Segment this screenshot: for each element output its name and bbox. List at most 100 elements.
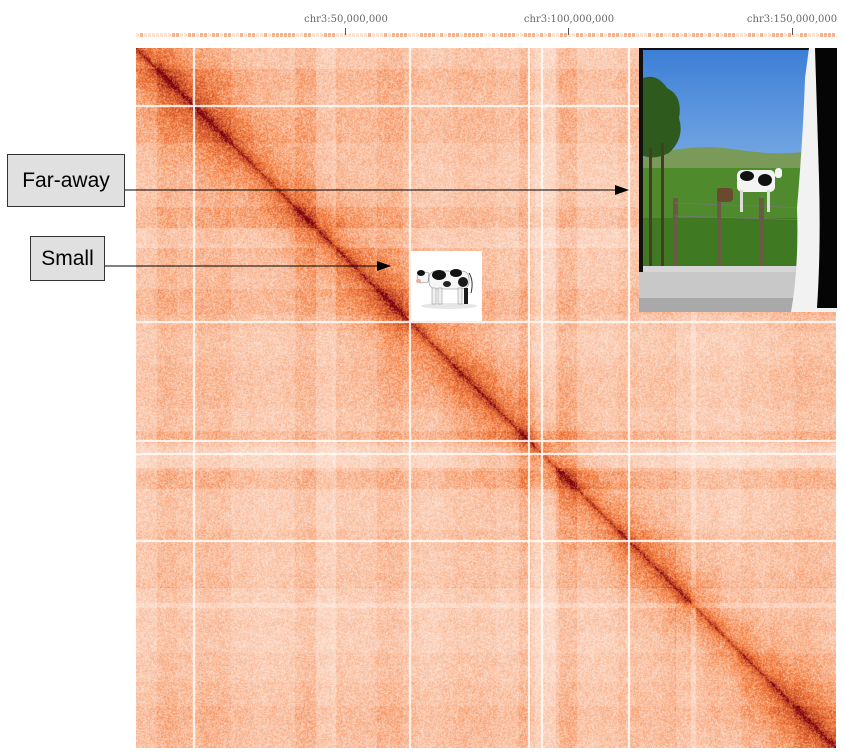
coverage-strip-segment — [356, 33, 359, 37]
coverage-strip-segment — [196, 33, 199, 37]
coverage-strip-segment — [652, 33, 655, 37]
coverage-strip-segment — [604, 33, 607, 37]
coverage-strip-segment — [540, 33, 543, 37]
coverage-strip-segment — [724, 33, 727, 37]
coverage-strip-segment — [192, 33, 195, 37]
coverage-strip-segment — [468, 33, 471, 37]
coverage-strip-segment — [444, 33, 447, 37]
coverage-strip-segment — [764, 33, 767, 37]
tick-label-100mb: chr3:100,000,000 — [523, 14, 615, 25]
coverage-strip-segment — [296, 33, 299, 37]
coverage-strip-segment — [404, 33, 407, 37]
coverage-strip-segment — [820, 33, 823, 37]
coverage-strip-segment — [740, 33, 743, 37]
coverage-strip-segment — [364, 33, 367, 37]
coverage-strip-segment — [344, 33, 347, 37]
coverage-strip-segment — [508, 33, 511, 37]
coverage-strip-segment — [708, 33, 711, 37]
coverage-strip-segment — [808, 33, 811, 37]
coverage-strip-segment — [220, 33, 223, 37]
coverage-strip-segment — [396, 33, 399, 37]
coverage-strip-segment — [144, 33, 147, 37]
coverage-strip-segment — [424, 33, 427, 37]
coverage-strip-segment — [720, 33, 723, 37]
coverage-strip-segment — [624, 33, 627, 37]
coverage-strip-segment — [448, 33, 451, 37]
coverage-strip-segment — [812, 33, 815, 37]
coverage-strip-segment — [680, 33, 683, 37]
coverage-strip-segment — [504, 33, 507, 37]
coverage-strip-segment — [216, 33, 219, 37]
coverage-strip-segment — [248, 33, 251, 37]
coverage-strip-segment — [272, 33, 275, 37]
coverage-strip-segment — [276, 33, 279, 37]
coverage-strip-segment — [648, 33, 651, 37]
coverage-strip-segment — [380, 33, 383, 37]
coverage-strip-segment — [348, 33, 351, 37]
coverage-strip-segment — [292, 33, 295, 37]
coverage-strip-segment — [632, 33, 635, 37]
coverage-strip-segment — [768, 33, 771, 37]
coverage-strip-segment — [156, 33, 159, 37]
coverage-strip-segment — [524, 33, 527, 37]
coverage-strip-segment — [796, 33, 799, 37]
coverage-strip-segment — [548, 33, 551, 37]
tick-mark-150mb — [792, 28, 793, 35]
coverage-strip-segment — [532, 33, 535, 37]
coverage-strip-segment — [236, 33, 239, 37]
coverage-strip-segment — [484, 33, 487, 37]
coverage-strip-segment — [816, 33, 819, 37]
coverage-strip-segment — [728, 33, 731, 37]
coverage-strip-segment — [556, 33, 559, 37]
coverage-strip-segment — [268, 33, 271, 37]
coverage-strip-segment — [564, 33, 567, 37]
coverage-strip-segment — [696, 33, 699, 37]
coverage-strip-segment — [392, 33, 395, 37]
genome-axis: chr3:50,000,000 chr3:100,000,000 chr3:15… — [0, 0, 844, 50]
coverage-strip-segment — [512, 33, 515, 37]
coverage-strip-segment — [256, 33, 259, 37]
coverage-strip-segment — [644, 33, 647, 37]
coverage-strip-segment — [536, 33, 539, 37]
coverage-strip-segment — [352, 33, 355, 37]
coverage-strip-segment — [568, 33, 571, 37]
coverage-strip-segment — [472, 33, 475, 37]
coverage-strip-segment — [692, 33, 695, 37]
coverage-strip-segment — [244, 33, 247, 37]
tick-mark-100mb — [568, 28, 569, 35]
coverage-strip-segment — [336, 33, 339, 37]
coverage-strip-segment — [704, 33, 707, 37]
coverage-strip-segment — [544, 33, 547, 37]
coverage-strip-segment — [608, 33, 611, 37]
coverage-strip-segment — [284, 33, 287, 37]
coverage-strip-segment — [668, 33, 671, 37]
coverage-strip-segment — [460, 33, 463, 37]
coverage-strip-segment — [324, 33, 327, 37]
coverage-strip-segment — [516, 33, 519, 37]
coverage-strip-segment — [584, 33, 587, 37]
coverage-strip-segment — [756, 33, 759, 37]
coverage-strip-segment — [160, 33, 163, 37]
coverage-strip-segment — [612, 33, 615, 37]
coverage-strip-segment — [260, 33, 263, 37]
coverage-strip-segment — [200, 33, 203, 37]
coverage-strip-segment — [420, 33, 423, 37]
coverage-strip-segment — [744, 33, 747, 37]
coverage-strip-segment — [572, 33, 575, 37]
coverage-strip-segment — [688, 33, 691, 37]
coverage-strip-segment — [332, 33, 335, 37]
coverage-strip-segment — [428, 33, 431, 37]
coverage-strip-segment — [716, 33, 719, 37]
coverage-strip-segment — [372, 33, 375, 37]
coverage-strip-segment — [240, 33, 243, 37]
tick-label-150mb: chr3:150,000,000 — [746, 14, 838, 25]
coverage-strip-segment — [828, 33, 831, 37]
coverage-strip-segment — [408, 33, 411, 37]
coverage-strip-segment — [456, 33, 459, 37]
coverage-strip-segment — [224, 33, 227, 37]
far-away-label: Far-away — [7, 154, 125, 207]
coverage-strip-segment — [312, 33, 315, 37]
coverage-strip-segment — [476, 33, 479, 37]
coverage-strip-segment — [176, 33, 179, 37]
coverage-strip-segment — [804, 33, 807, 37]
